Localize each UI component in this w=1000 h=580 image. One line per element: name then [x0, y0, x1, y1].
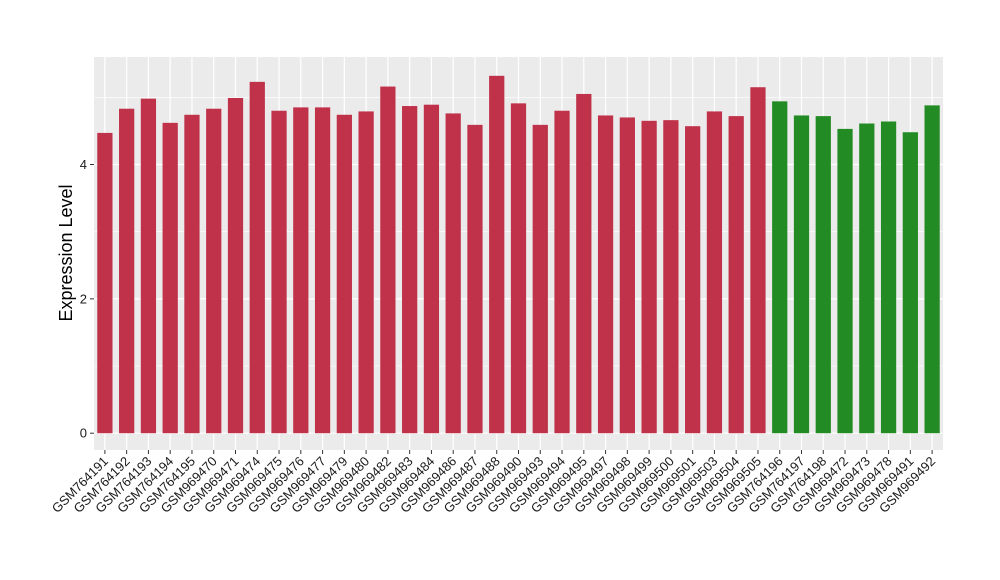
bar-GSM969504	[728, 116, 744, 434]
bar-GSM969501	[685, 126, 701, 434]
bar-GSM969498	[619, 117, 635, 434]
bar-GSM969477	[314, 107, 331, 434]
bar-GSM969475	[271, 110, 287, 434]
bar-GSM969495	[576, 93, 592, 434]
bar-GSM969503	[706, 111, 723, 434]
bar-GSM969479	[336, 114, 352, 434]
bar-GSM969478	[880, 121, 897, 434]
bar-GSM969487	[467, 124, 483, 434]
bar-GSM969497	[597, 115, 614, 434]
bar-GSM969490	[510, 103, 527, 434]
bar-GSM764197	[793, 115, 810, 434]
y-tick-label: 0	[80, 426, 87, 441]
y-tick-label: 4	[80, 157, 87, 172]
bar-GSM969484	[423, 104, 440, 434]
bar-GSM969500	[663, 120, 679, 434]
bar-GSM764196	[772, 101, 788, 434]
bar-GSM969499	[641, 120, 657, 434]
bar-GSM969480	[358, 111, 374, 434]
bar-GSM764195	[184, 114, 200, 434]
bar-GSM969474	[249, 81, 265, 434]
y-axis: 0 2 4	[80, 157, 94, 441]
bar-GSM764191	[97, 132, 113, 434]
bar-GSM969491	[902, 132, 918, 434]
bar-GSM764193	[140, 98, 157, 434]
bar-GSM969492	[924, 105, 940, 434]
bar-GSM969473	[859, 123, 875, 434]
bar-GSM969493	[532, 124, 548, 434]
bars	[97, 75, 940, 434]
bar-GSM969488	[489, 75, 505, 434]
bar-GSM764198	[815, 116, 831, 434]
y-axis-title: Expression Level	[56, 184, 76, 321]
bar-GSM969483	[402, 106, 418, 434]
x-axis: GSM764191GSM764192GSM764193GSM764194GSM7…	[49, 450, 938, 516]
bar-GSM969471	[227, 97, 244, 434]
bar-GSM969476	[293, 107, 309, 434]
bar-GSM764192	[119, 108, 135, 434]
bar-GSM764194	[162, 122, 178, 434]
bar-GSM969482	[380, 86, 396, 434]
bar-GSM969494	[554, 110, 570, 434]
bar-GSM969486	[445, 113, 461, 434]
bar-GSM969505	[750, 87, 766, 434]
y-tick-label: 2	[80, 291, 87, 306]
bar-GSM969470	[206, 108, 222, 434]
bar-GSM969472	[837, 128, 853, 434]
